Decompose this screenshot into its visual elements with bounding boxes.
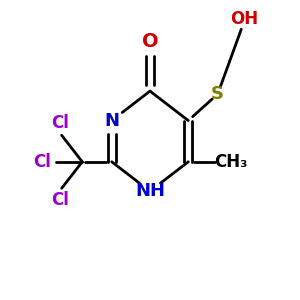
Text: O: O — [142, 32, 158, 51]
Text: Cl: Cl — [51, 191, 69, 209]
Text: Cl: Cl — [51, 115, 69, 133]
Text: S: S — [211, 85, 224, 103]
Text: OH: OH — [230, 10, 258, 28]
Text: NH: NH — [135, 182, 165, 200]
Text: Cl: Cl — [34, 153, 52, 171]
Text: N: N — [104, 112, 119, 130]
Text: CH₃: CH₃ — [214, 153, 248, 171]
